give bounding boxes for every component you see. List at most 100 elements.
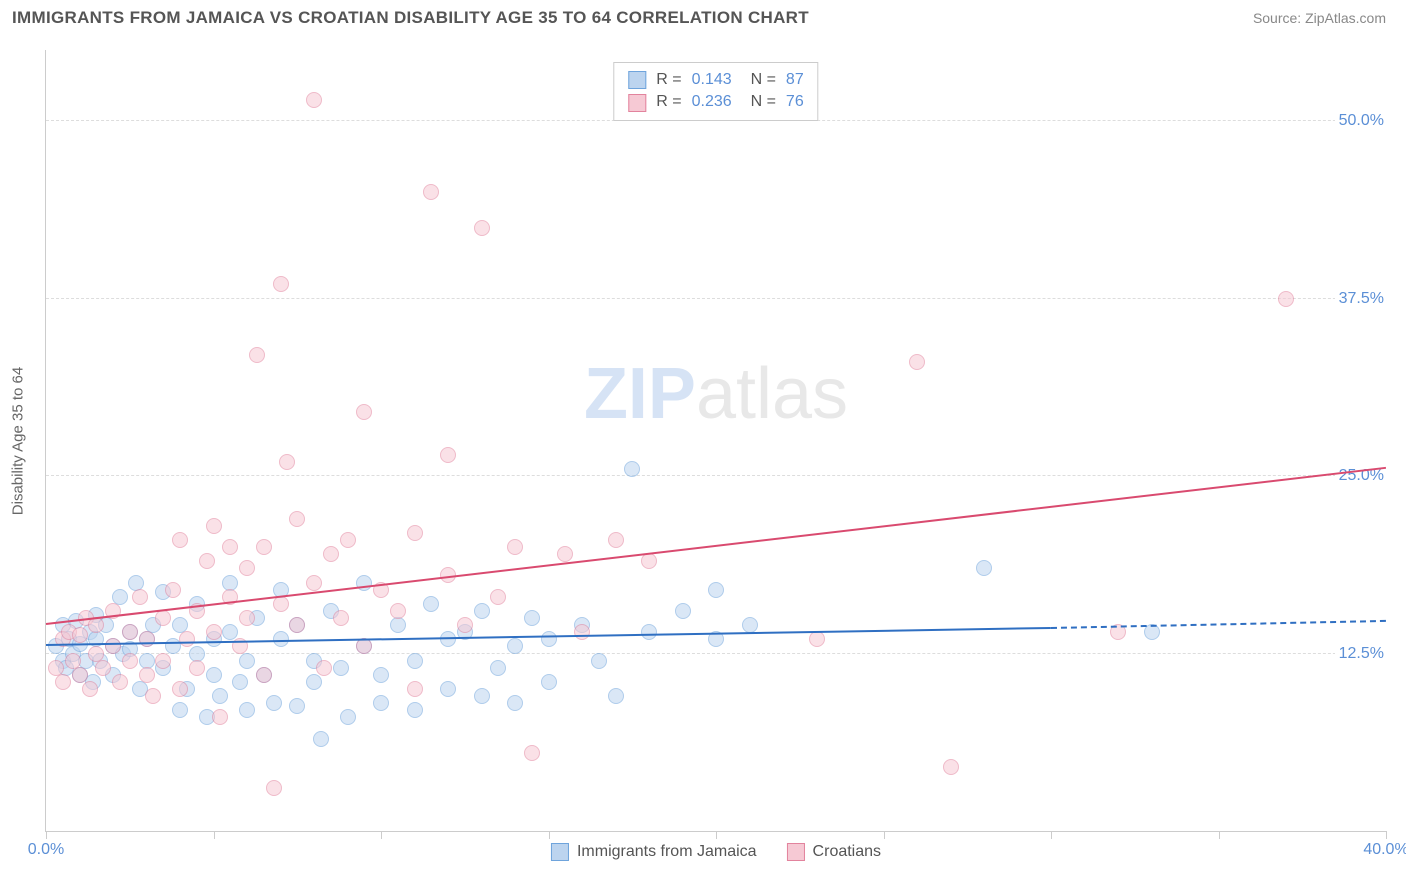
point-jamaica [524,610,540,626]
x-tick [214,831,215,839]
x-tick [884,831,885,839]
point-jamaica [239,702,255,718]
point-croatians [557,546,573,562]
point-croatians [112,674,128,690]
y-tick-label: 12.5% [1335,645,1388,663]
point-jamaica [608,688,624,704]
point-jamaica [708,582,724,598]
point-croatians [249,347,265,363]
point-jamaica [390,617,406,633]
point-croatians [172,532,188,548]
point-jamaica [232,674,248,690]
regression-croatians [46,467,1386,625]
point-croatians [507,539,523,555]
x-tick-label: 40.0% [1363,841,1406,859]
legend-item-jamaica: Immigrants from Jamaica [551,843,757,861]
point-croatians [139,631,155,647]
point-jamaica [239,653,255,669]
point-jamaica [624,461,640,477]
point-jamaica [490,660,506,676]
point-croatians [239,610,255,626]
point-croatians [289,511,305,527]
point-croatians [172,681,188,697]
point-jamaica [313,731,329,747]
point-croatians [809,631,825,647]
point-croatians [407,681,423,697]
x-tick [1386,831,1387,839]
point-jamaica [440,681,456,697]
point-croatians [423,184,439,200]
point-croatians [72,667,88,683]
point-jamaica [976,560,992,576]
point-croatians [95,660,111,676]
point-croatians [340,532,356,548]
point-croatians [206,518,222,534]
point-croatians [440,447,456,463]
point-croatians [189,660,205,676]
gridline [46,298,1386,299]
point-jamaica [423,596,439,612]
swatch-croatians-icon [787,843,805,861]
point-croatians [306,92,322,108]
point-jamaica [507,695,523,711]
point-jamaica [541,631,557,647]
swatch-croatians [628,94,646,112]
point-jamaica [289,698,305,714]
legend-row-croatians: R = 0.236 N = 76 [628,91,803,113]
point-jamaica [212,688,228,704]
point-croatians [145,688,161,704]
x-tick [549,831,550,839]
point-jamaica [373,667,389,683]
point-croatians [105,638,121,654]
regression-jamaica-extrapolated [1051,620,1386,629]
point-jamaica [266,695,282,711]
point-croatians [316,660,332,676]
point-croatians [155,610,171,626]
x-tick [381,831,382,839]
legend-row-jamaica: R = 0.143 N = 87 [628,69,803,91]
point-croatians [306,575,322,591]
correlation-legend: R = 0.143 N = 87 R = 0.236 N = 76 [613,62,818,121]
point-jamaica [340,709,356,725]
x-tick [1051,831,1052,839]
point-croatians [641,553,657,569]
point-jamaica [440,631,456,647]
point-jamaica [474,603,490,619]
point-jamaica [507,638,523,654]
point-jamaica [333,660,349,676]
point-croatians [266,780,282,796]
point-croatians [323,546,339,562]
point-croatians [279,454,295,470]
point-jamaica [474,688,490,704]
point-croatians [390,603,406,619]
point-croatians [155,653,171,669]
point-croatians [165,582,181,598]
point-croatians [199,553,215,569]
point-croatians [356,638,372,654]
point-jamaica [306,674,322,690]
point-jamaica [373,695,389,711]
y-axis-label: Disability Age 35 to 64 [10,366,27,514]
point-croatians [909,354,925,370]
point-croatians [474,220,490,236]
point-croatians [356,404,372,420]
legend-item-croatians: Croatians [787,843,881,861]
y-tick-label: 37.5% [1335,290,1388,308]
point-croatians [256,539,272,555]
point-croatians [289,617,305,633]
x-tick [46,831,47,839]
scatter-plot-area: Disability Age 35 to 64 ZIPatlas R = 0.1… [45,50,1386,832]
point-jamaica [675,603,691,619]
watermark: ZIPatlas [584,353,848,435]
title-bar: IMMIGRANTS FROM JAMAICA VS CROATIAN DISA… [0,0,1406,32]
point-croatians [206,624,222,640]
point-jamaica [407,653,423,669]
point-croatians [139,667,155,683]
point-croatians [490,589,506,605]
point-croatians [122,653,138,669]
point-croatians [122,624,138,640]
point-croatians [82,681,98,697]
point-croatians [55,674,71,690]
series-legend: Immigrants from Jamaica Croatians [551,843,881,861]
point-croatians [72,627,88,643]
